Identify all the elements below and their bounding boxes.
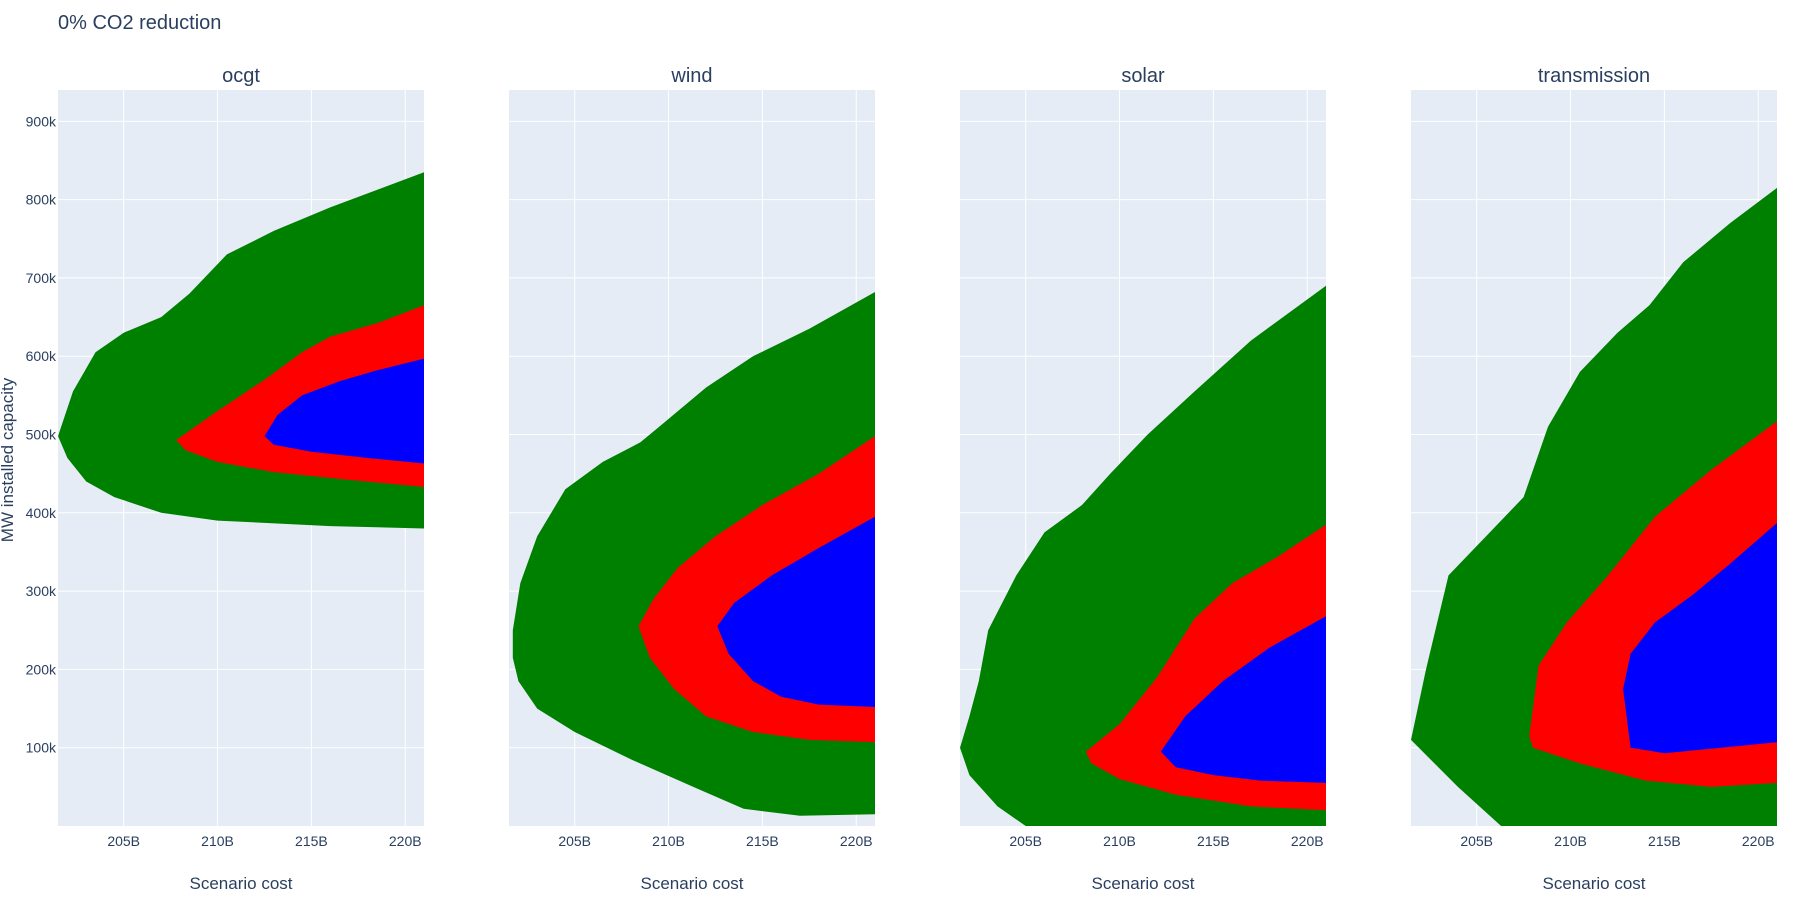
regions bbox=[58, 172, 424, 529]
x-tick-label: 210B bbox=[652, 833, 685, 849]
regions bbox=[512, 292, 875, 816]
x-axis-label: Scenario cost bbox=[1092, 874, 1195, 893]
x-tick-label: 215B bbox=[746, 833, 779, 849]
regions bbox=[960, 285, 1326, 826]
subplot-solar: 205B 210B 215B 220B solar Scenario cost bbox=[960, 65, 1326, 893]
region-inner bbox=[1623, 523, 1777, 754]
subplot-title: wind bbox=[670, 65, 712, 87]
x-axis-label: Scenario cost bbox=[190, 874, 293, 893]
x-tick-label: 220B bbox=[840, 833, 873, 849]
region-inner bbox=[1160, 616, 1326, 783]
subplot-ocgt: 205B 210B 215B 220B 100k 200k 300k 400k 500k 600k… bbox=[26, 65, 424, 893]
regions bbox=[1411, 187, 1777, 826]
subplot-title: transmission bbox=[1538, 65, 1650, 87]
y-tick-label: 700k bbox=[26, 270, 57, 286]
x-tick-label: 205B bbox=[1460, 833, 1493, 849]
subplot-title: ocgt bbox=[222, 65, 260, 87]
x-tick-label: 215B bbox=[1648, 833, 1681, 849]
y-tick-label: 900k bbox=[26, 113, 57, 129]
subplot-transmission: 205B 210B 215B 220B transmission Scenario cos… bbox=[1411, 65, 1777, 893]
x-tick-label: 210B bbox=[1554, 833, 1587, 849]
x-tick-label: 220B bbox=[1742, 833, 1775, 849]
x-axis-label: Scenario cost bbox=[641, 874, 744, 893]
y-tick-label: 800k bbox=[26, 192, 57, 208]
y-axis-label: MW installed capacity bbox=[0, 377, 17, 542]
y-tick-label: 300k bbox=[26, 583, 57, 599]
y-tick-label: 500k bbox=[26, 427, 57, 443]
x-tick-label: 215B bbox=[1197, 833, 1230, 849]
region-inner bbox=[717, 516, 875, 707]
x-tick-label: 205B bbox=[558, 833, 591, 849]
region-inner bbox=[264, 358, 424, 464]
subplots: 205B 210B 215B 220B 100k 200k 300k 400k 500k 600k… bbox=[26, 65, 1777, 893]
y-tick-label: 100k bbox=[26, 740, 57, 756]
x-tick-label: 210B bbox=[1103, 833, 1136, 849]
x-tick-label: 205B bbox=[107, 833, 140, 849]
x-tick-label: 220B bbox=[1291, 833, 1324, 849]
y-tick-label: 600k bbox=[26, 348, 57, 364]
x-tick-label: 210B bbox=[201, 833, 234, 849]
x-tick-label: 205B bbox=[1009, 833, 1042, 849]
x-tick-label: 220B bbox=[389, 833, 422, 849]
subplot-wind: 205B 210B 215B 220B wind Scenario cost bbox=[509, 65, 875, 893]
y-tick-label: 400k bbox=[26, 505, 57, 521]
chart-title: 0% CO2 reduction bbox=[58, 12, 221, 34]
x-axis-label: Scenario cost bbox=[1543, 874, 1646, 893]
y-tick-label: 200k bbox=[26, 661, 57, 677]
subplot-title: solar bbox=[1121, 65, 1165, 87]
x-tick-label: 215B bbox=[295, 833, 328, 849]
